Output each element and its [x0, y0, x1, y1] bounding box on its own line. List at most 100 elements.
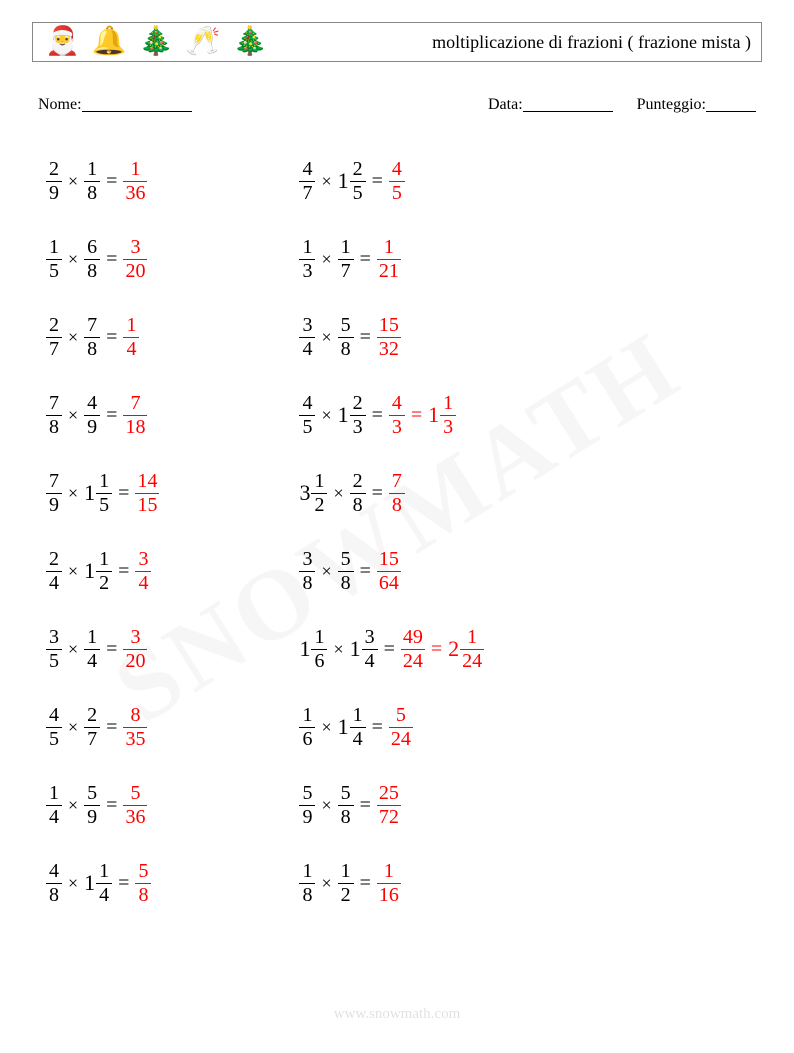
name-label: Nome:: [38, 96, 82, 114]
operand: 28: [350, 471, 366, 516]
operand: 312: [299, 471, 327, 516]
operand: 112: [84, 549, 112, 594]
answer-value: 34: [135, 549, 151, 594]
equals-sign: =: [366, 717, 389, 737]
problem-row: 15×68=320 13×17=121: [46, 220, 484, 298]
equals-sign: =: [112, 483, 135, 503]
problem-cell-right: 18×12=116: [299, 844, 484, 922]
answer-value: 45: [389, 159, 405, 204]
operand: 38: [299, 549, 315, 594]
problem-cell-left: 27×78=14: [46, 298, 159, 376]
header-icons: 🎅🔔🎄🥂🎄: [41, 28, 267, 56]
problem: 13×17=121: [299, 237, 484, 282]
times-operator: ×: [62, 562, 84, 580]
equals-sign: =: [425, 639, 448, 659]
problem: 79×115=1415: [46, 471, 159, 516]
answer-value: 116: [377, 861, 401, 906]
operand: 68: [84, 237, 100, 282]
answer-value: 14: [123, 315, 139, 360]
score-blank[interactable]: [706, 95, 756, 112]
operand: 14: [46, 783, 62, 828]
equals-sign: =: [354, 561, 377, 581]
problem: 35×14=320: [46, 627, 159, 672]
column-gap: [159, 688, 299, 766]
header-icon: 🎄: [139, 28, 174, 56]
problem-row: 79×115=1415312×28=78: [46, 454, 484, 532]
problem-cell-left: 15×68=320: [46, 220, 159, 298]
problem-row: 27×78=14 34×58=1532: [46, 298, 484, 376]
problem: 29×18=136: [46, 159, 159, 204]
operand: 59: [299, 783, 315, 828]
problem-row: 78×49=718 45×123=43=113: [46, 376, 484, 454]
problem-cell-right: 16×114=524: [299, 688, 484, 766]
operand: 47: [299, 159, 315, 204]
problem-cell-left: 79×115=1415: [46, 454, 159, 532]
times-operator: ×: [62, 796, 84, 814]
equals-sign: =: [112, 561, 135, 581]
operand: 114: [84, 861, 112, 906]
operand: 134: [350, 627, 378, 672]
times-operator: ×: [62, 406, 84, 424]
problem-row: 14×59=536 59×58=2572: [46, 766, 484, 844]
equals-sign: =: [100, 795, 123, 815]
operand: 58: [338, 315, 354, 360]
column-gap: [159, 532, 299, 610]
problem: 16×114=524: [299, 705, 484, 750]
problem-row: 29×18=13647×125=45: [46, 142, 484, 220]
name-blank[interactable]: [82, 95, 192, 112]
answer-value: 835: [123, 705, 147, 750]
equals-sign: =: [405, 405, 428, 425]
answer-value: 1564: [377, 549, 401, 594]
answer-value: 113: [428, 393, 456, 438]
times-operator: ×: [62, 328, 84, 346]
problem-row: 35×14=320116×134=4924=2124: [46, 610, 484, 688]
operand: 45: [299, 393, 315, 438]
operand: 18: [299, 861, 315, 906]
date-blank[interactable]: [523, 95, 613, 112]
times-operator: ×: [315, 874, 337, 892]
answer-value: 121: [377, 237, 401, 282]
times-operator: ×: [327, 484, 349, 502]
column-gap: [159, 610, 299, 688]
footer-url: www.snowmath.com: [0, 1006, 794, 1023]
problem-cell-right: 116×134=4924=2124: [299, 610, 484, 688]
equals-sign: =: [366, 483, 389, 503]
problem: 14×59=536: [46, 783, 159, 828]
problem-cell-right: 312×28=78: [299, 454, 484, 532]
problem-cell-left: 35×14=320: [46, 610, 159, 688]
times-operator: ×: [62, 718, 84, 736]
operand: 34: [299, 315, 315, 360]
problem: 45×123=43=113: [299, 393, 484, 438]
problem: 45×27=835: [46, 705, 159, 750]
column-gap: [159, 298, 299, 376]
problem: 15×68=320: [46, 237, 159, 282]
operand: 18: [84, 159, 100, 204]
operand: 27: [84, 705, 100, 750]
problem-cell-left: 45×27=835: [46, 688, 159, 766]
answer-value: 58: [135, 861, 151, 906]
answer-value: 78: [389, 471, 405, 516]
times-operator: ×: [62, 484, 84, 502]
problem: 24×112=34: [46, 549, 159, 594]
equals-sign: =: [112, 873, 135, 893]
problem-cell-right: 59×58=2572: [299, 766, 484, 844]
operand: 79: [46, 471, 62, 516]
problem: 78×49=718: [46, 393, 159, 438]
problem: 59×58=2572: [299, 783, 484, 828]
operand: 15: [46, 237, 62, 282]
operand: 59: [84, 783, 100, 828]
column-gap: [159, 220, 299, 298]
header-icon: 🎅: [45, 28, 80, 56]
meta-row: Nome: Data: Punteggio:: [32, 92, 762, 114]
operand: 125: [338, 159, 366, 204]
problem-cell-right: 13×17=121: [299, 220, 484, 298]
operand: 78: [46, 393, 62, 438]
column-gap: [159, 376, 299, 454]
equals-sign: =: [366, 405, 389, 425]
worksheet-page: SNOWMATH 🎅🔔🎄🥂🎄 moltiplicazione di frazio…: [0, 0, 794, 1053]
problem-cell-right: 34×58=1532: [299, 298, 484, 376]
column-gap: [159, 766, 299, 844]
operand: 14: [84, 627, 100, 672]
problem-row: 45×27=835 16×114=524: [46, 688, 484, 766]
problem: 312×28=78: [299, 471, 484, 516]
